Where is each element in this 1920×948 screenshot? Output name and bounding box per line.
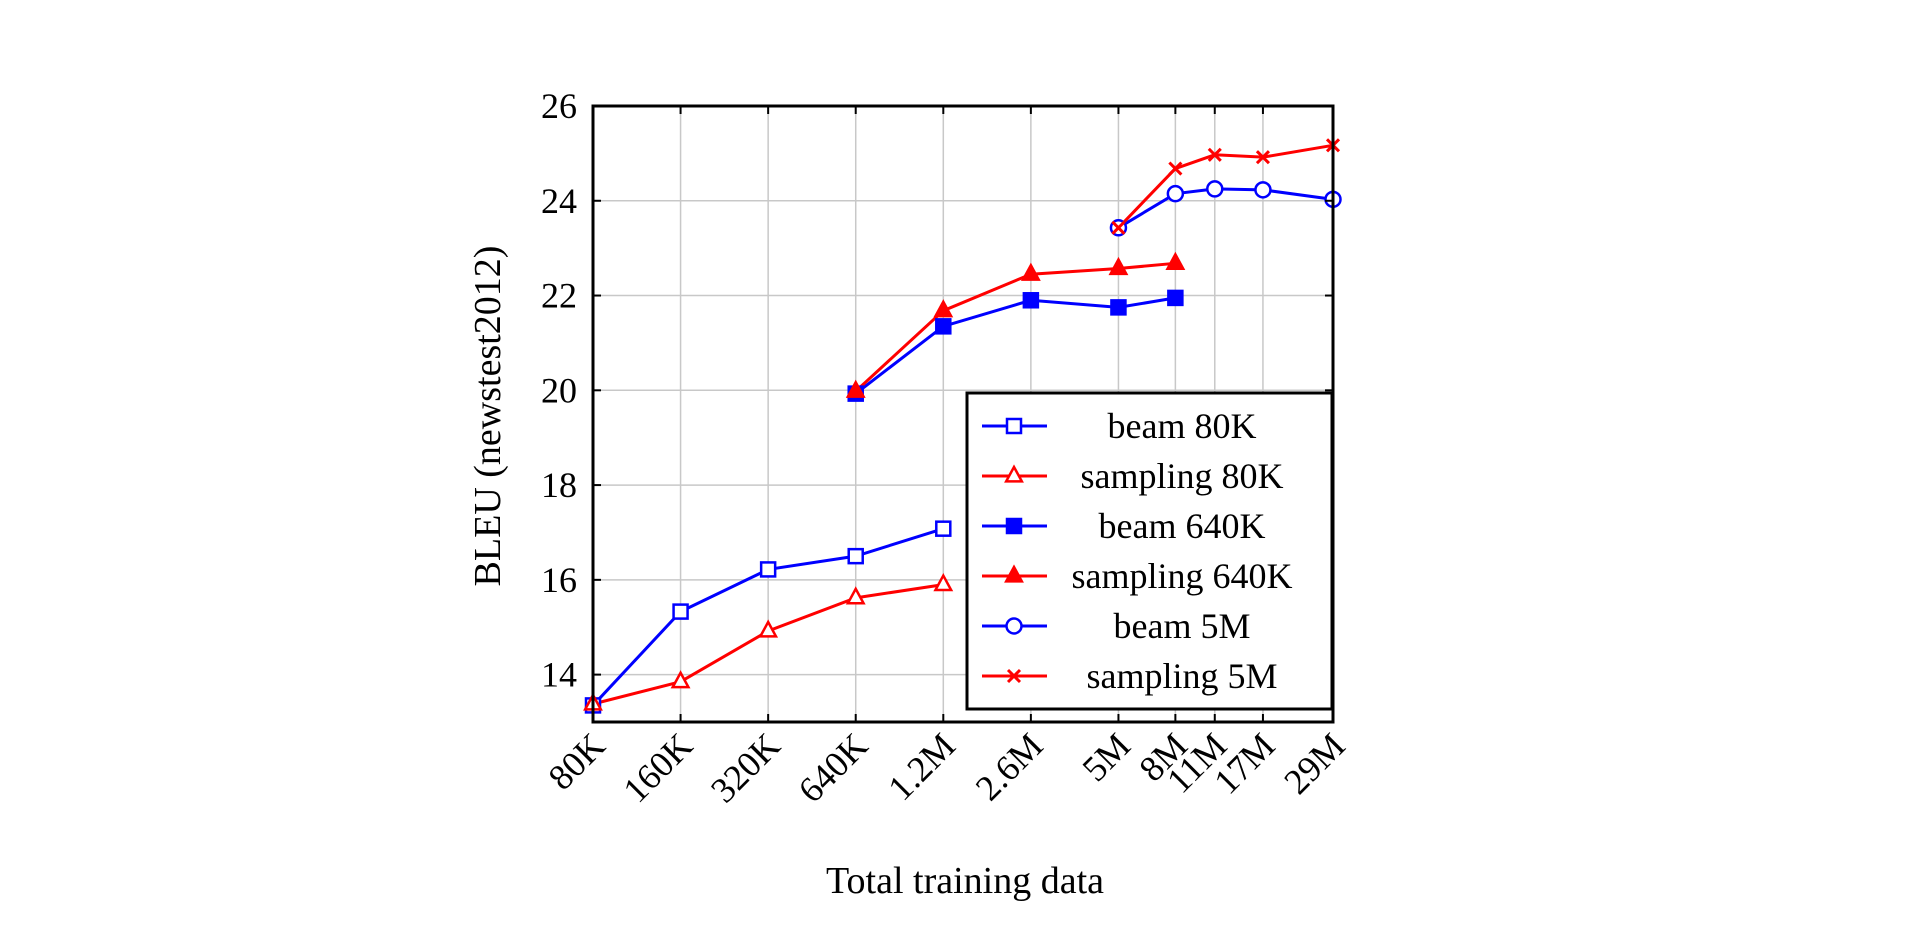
point-sampling-640k-0 <box>845 379 866 398</box>
y-tick-label: 22 <box>541 276 577 316</box>
point-sampling-80k-1 <box>670 670 691 689</box>
x-tick-label: 17M <box>1206 725 1282 801</box>
legend-label-beam-5m: beam 5M <box>1114 606 1251 646</box>
legend-label-beam-80k: beam 80K <box>1108 406 1257 446</box>
x-axis-title: Total training data <box>826 860 1104 902</box>
legend-label-sampling-640k: sampling 640K <box>1072 556 1293 596</box>
point-beam-640k-2 <box>1022 292 1040 309</box>
y-axis-ticks: 14 16 18 20 22 24 26 <box>541 86 1333 695</box>
point-beam-80k-3 <box>847 547 864 565</box>
point-beam-80k-4 <box>935 520 952 537</box>
point-sampling-5m-3-stroke-b <box>1255 150 1271 165</box>
y-tick-label: 20 <box>541 370 577 410</box>
legend-label-beam-640k: beam 640K <box>1099 506 1266 546</box>
x-tick-label: 29M <box>1276 725 1352 801</box>
point-sampling-5m-3 <box>1255 150 1271 165</box>
x-tick-label: 5M <box>1074 725 1138 789</box>
x-tick-label: 80K <box>541 725 613 797</box>
x-tick-label: 1.2M <box>880 725 963 808</box>
point-sampling-640k-1 <box>933 299 954 318</box>
y-axis-title: BLEU (newstest2012) <box>467 246 509 587</box>
point-sampling-80k-2 <box>758 619 779 638</box>
legend-marker-sampling-640k <box>1004 564 1024 583</box>
x-tick-label: 160K <box>615 725 700 810</box>
point-sampling-80k-4 <box>933 572 954 592</box>
point-beam-640k-1 <box>935 318 952 335</box>
legend-label-sampling-80k: sampling 80K <box>1081 456 1284 496</box>
point-sampling-5m-2 <box>1207 147 1222 162</box>
point-sampling-5m-0-stroke-b <box>1111 220 1126 235</box>
legend-marker-sampling-5m <box>1006 668 1022 684</box>
legend-marker-beam-80k <box>1005 417 1023 435</box>
point-beam-5m-2 <box>1206 180 1224 198</box>
point-beam-5m-1 <box>1166 184 1185 203</box>
series-line-sampling-640k <box>854 261 1176 393</box>
x-tick-label: 640K <box>791 725 876 810</box>
point-beam-5m-3 <box>1254 181 1272 199</box>
point-sampling-640k-2 <box>1020 262 1041 281</box>
point-sampling-5m-2-stroke-b <box>1207 147 1222 162</box>
y-tick-label: 18 <box>541 465 577 505</box>
legend-marker-sampling-5m-stroke-b <box>1006 668 1022 684</box>
point-beam-80k-2 <box>759 561 777 578</box>
legend-marker-sampling-80k <box>1004 464 1024 483</box>
legend: beam 80K sampling 80K beam 640K sampling 64… <box>965 391 1334 711</box>
point-sampling-640k-3 <box>1108 256 1129 276</box>
point-beam-640k-3 <box>1110 299 1127 316</box>
x-tick-label: 320K <box>703 725 788 810</box>
point-sampling-80k-3 <box>845 586 866 605</box>
series-line-sampling-5m <box>1117 143 1334 229</box>
y-tick-label: 14 <box>541 655 577 695</box>
legend-box <box>965 391 1334 711</box>
y-tick-label: 16 <box>541 560 577 600</box>
point-beam-640k-4 <box>1167 289 1184 307</box>
legend-label-sampling-5m: sampling 5M <box>1086 656 1277 696</box>
x-tick-label: 2.6M <box>968 725 1051 808</box>
legend-marker-beam-640k <box>1005 517 1023 535</box>
point-sampling-5m-1 <box>1168 161 1183 176</box>
series-markers <box>583 138 1342 714</box>
y-tick-label: 24 <box>541 181 577 221</box>
point-sampling-5m-1-stroke-b <box>1168 161 1183 176</box>
legend-marker-beam-5m <box>1005 617 1023 635</box>
point-sampling-640k-4 <box>1165 251 1186 270</box>
y-tick-label: 26 <box>541 86 577 126</box>
point-sampling-5m-0 <box>1111 220 1126 235</box>
point-beam-80k-1 <box>672 603 689 620</box>
